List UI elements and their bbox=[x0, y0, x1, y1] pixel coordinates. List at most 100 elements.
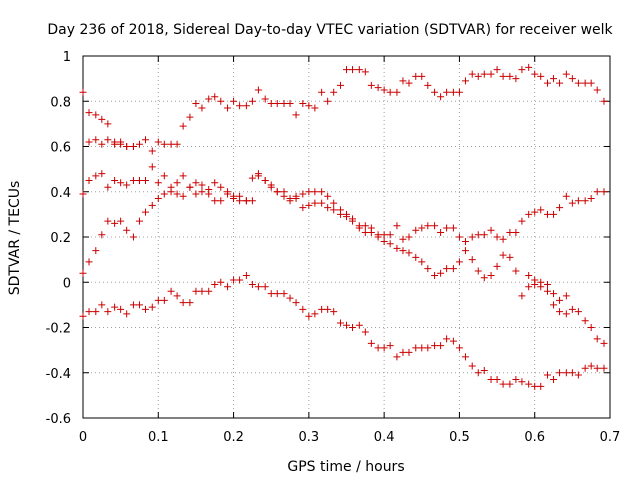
data-point-series-b bbox=[550, 301, 558, 309]
data-point-series-b bbox=[192, 179, 200, 187]
y-tick-label: -0.4 bbox=[46, 367, 71, 382]
data-point-series-d bbox=[98, 231, 106, 239]
data-point-series-b bbox=[568, 305, 576, 313]
data-point-series-c bbox=[537, 206, 545, 214]
data-point-series-b bbox=[587, 324, 595, 331]
data-point-series-b bbox=[562, 310, 570, 318]
data-point-series-a bbox=[474, 72, 482, 80]
data-point-series-d bbox=[587, 362, 595, 370]
data-point-series-d bbox=[412, 344, 420, 352]
data-point-series-b bbox=[512, 267, 520, 275]
data-point-series-c bbox=[267, 183, 275, 191]
data-point-series-a bbox=[355, 66, 363, 74]
data-point-series-a bbox=[405, 79, 413, 87]
data-point-series-a bbox=[493, 66, 501, 74]
data-point-series-c bbox=[493, 233, 501, 241]
data-point-series-b bbox=[518, 292, 526, 300]
data-point-series-d bbox=[135, 217, 143, 225]
data-point-series-a bbox=[92, 111, 100, 119]
data-point-series-d bbox=[562, 369, 570, 377]
data-point-series-c bbox=[148, 201, 156, 209]
data-point-series-c bbox=[167, 188, 175, 196]
data-point-series-a bbox=[550, 75, 558, 83]
data-point-series-c bbox=[550, 210, 558, 218]
data-point-series-c bbox=[305, 201, 313, 209]
data-point-series-b bbox=[318, 188, 326, 196]
x-axis-label: GPS time / hours bbox=[287, 459, 404, 475]
data-point-series-d bbox=[512, 376, 520, 384]
data-point-series-c bbox=[405, 233, 413, 241]
data-point-series-d bbox=[574, 371, 582, 379]
data-point-series-c bbox=[349, 217, 357, 225]
data-point-series-c bbox=[198, 188, 206, 196]
data-point-series-c bbox=[581, 197, 589, 205]
data-point-series-d bbox=[349, 324, 357, 331]
data-point-series-e bbox=[85, 308, 93, 316]
data-point-series-e bbox=[98, 301, 106, 309]
data-point-series-b bbox=[461, 247, 469, 255]
y-tick-label: 0 bbox=[63, 276, 71, 291]
data-point-series-b bbox=[380, 238, 388, 246]
data-point-series-a bbox=[85, 109, 93, 117]
data-point-series-b bbox=[424, 265, 432, 273]
data-point-series-a bbox=[531, 70, 539, 78]
data-point-series-e bbox=[537, 278, 545, 286]
data-point-series-a bbox=[135, 140, 143, 148]
data-point-series-d bbox=[431, 342, 439, 350]
data-point-series-d bbox=[286, 294, 294, 302]
data-point-series-b bbox=[393, 244, 401, 252]
data-point-series-d bbox=[305, 312, 313, 320]
data-point-series-c bbox=[236, 197, 244, 205]
data-point-series-d bbox=[273, 290, 281, 298]
data-point-series-d bbox=[117, 217, 125, 225]
data-point-series-a bbox=[173, 140, 181, 148]
data-point-series-a bbox=[587, 79, 595, 87]
data-point-series-c bbox=[562, 192, 570, 200]
data-point-series-b bbox=[79, 190, 87, 198]
data-point-series-a bbox=[205, 95, 213, 103]
data-point-series-a bbox=[437, 93, 445, 101]
data-point-series-c bbox=[587, 195, 595, 203]
data-point-series-c bbox=[186, 183, 194, 191]
data-point-series-d bbox=[186, 299, 194, 307]
data-point-series-a bbox=[537, 72, 545, 80]
data-point-series-d bbox=[129, 233, 137, 241]
data-point-series-b bbox=[248, 197, 256, 205]
data-point-series-b bbox=[305, 188, 313, 196]
data-point-series-b bbox=[92, 136, 100, 144]
data-point-series-a bbox=[305, 102, 313, 110]
data-point-series-c bbox=[544, 210, 552, 218]
data-point-series-b bbox=[111, 140, 119, 148]
data-point-series-a bbox=[544, 79, 552, 87]
data-point-series-c bbox=[98, 170, 106, 178]
data-point-series-e bbox=[117, 305, 125, 313]
data-point-series-a bbox=[192, 100, 200, 108]
y-tick-label: 0.8 bbox=[50, 95, 71, 110]
data-point-series-c bbox=[374, 233, 382, 241]
data-point-series-c bbox=[367, 228, 375, 236]
data-point-series-c bbox=[230, 195, 238, 203]
data-point-series-d bbox=[380, 344, 388, 352]
data-point-series-c bbox=[179, 192, 187, 200]
data-point-series-b bbox=[160, 172, 168, 180]
data-point-series-b bbox=[98, 140, 106, 148]
data-point-series-d bbox=[449, 337, 457, 345]
data-point-series-b bbox=[468, 256, 476, 264]
data-point-series-e bbox=[550, 290, 558, 298]
data-point-series-a bbox=[292, 111, 300, 119]
data-point-series-c bbox=[518, 217, 526, 225]
data-point-series-b bbox=[437, 269, 445, 277]
data-point-series-d bbox=[405, 348, 413, 356]
x-tick-label: 0.3 bbox=[299, 430, 320, 445]
data-point-series-a bbox=[455, 88, 463, 96]
data-point-series-d bbox=[198, 287, 206, 295]
data-point-series-c bbox=[292, 195, 300, 203]
data-point-series-c bbox=[248, 174, 256, 182]
data-point-series-d bbox=[537, 382, 545, 390]
data-point-series-d bbox=[399, 348, 407, 356]
data-point-series-d bbox=[205, 287, 213, 295]
data-point-series-a bbox=[154, 138, 162, 146]
data-point-series-c bbox=[217, 197, 225, 205]
data-points bbox=[79, 63, 608, 390]
data-point-series-c bbox=[449, 224, 457, 232]
